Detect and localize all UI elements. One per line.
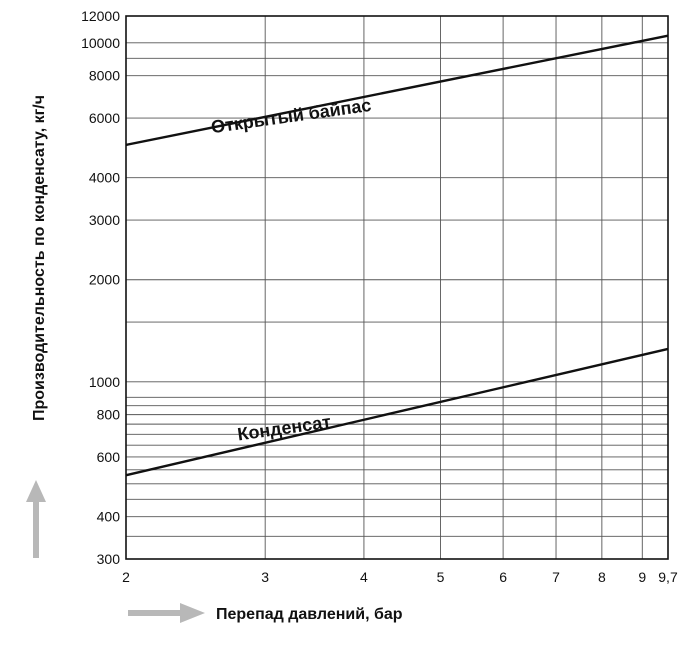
x-tick-label: 3 <box>261 569 269 585</box>
x-axis-arrow <box>128 603 205 623</box>
plot-frame <box>125 15 669 560</box>
y-tick-label: 800 <box>97 407 121 423</box>
series-line-bypass <box>125 34 669 147</box>
x-tick-label: 5 <box>437 569 445 585</box>
y-tick-label: 6000 <box>89 110 120 126</box>
plot-border <box>125 15 669 560</box>
x-tick-label: 9 <box>638 569 646 585</box>
y-tick-label: 400 <box>97 509 121 525</box>
x-tick-label: 4 <box>360 569 368 585</box>
series-label-condensate: Конденсат <box>236 412 332 445</box>
y-tick-label: 600 <box>97 449 121 465</box>
y-axis-title: Производительность по конденсату, кг/ч <box>31 95 48 421</box>
y-tick-label: 1000 <box>89 374 120 390</box>
x-tick-label: 7 <box>552 569 560 585</box>
x-tick-label: 8 <box>598 569 606 585</box>
x-tick-label: 9,7 <box>658 569 678 585</box>
series-lines <box>125 34 669 477</box>
y-tick-label: 12000 <box>81 8 120 24</box>
x-axis-title: Перепад давлений, бар <box>216 606 403 623</box>
y-tick-label: 10000 <box>81 35 120 51</box>
y-tick-label: 3000 <box>89 212 120 228</box>
y-tick-label: 300 <box>97 551 121 567</box>
series-label-bypass: Открытый байпас <box>210 95 373 137</box>
y-tick-label: 2000 <box>89 272 120 288</box>
grid <box>125 15 669 560</box>
y-axis-arrow <box>26 480 46 558</box>
y-tick-labels: 300 400 600 800 1000 2000 3000 4000 6000 8000 1000… <box>81 8 120 567</box>
y-tick-label: 4000 <box>89 170 120 186</box>
series-line-condensate <box>125 347 669 477</box>
x-tick-label: 2 <box>122 569 130 585</box>
x-tick-labels: 2 3 4 5 6 7 8 9 9,7 <box>122 569 678 585</box>
x-tick-label: 6 <box>499 569 507 585</box>
y-tick-label: 8000 <box>89 68 120 84</box>
